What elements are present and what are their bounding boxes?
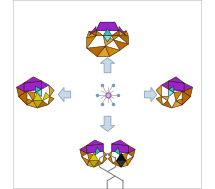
Polygon shape	[112, 36, 119, 40]
Polygon shape	[100, 116, 115, 131]
Polygon shape	[113, 161, 121, 167]
Polygon shape	[169, 89, 174, 97]
Polygon shape	[89, 26, 96, 36]
Polygon shape	[119, 36, 128, 44]
Polygon shape	[102, 156, 107, 163]
Polygon shape	[119, 30, 128, 36]
Polygon shape	[27, 91, 35, 101]
Polygon shape	[161, 97, 169, 101]
Polygon shape	[80, 146, 86, 153]
Polygon shape	[35, 86, 41, 92]
Polygon shape	[33, 92, 43, 101]
Polygon shape	[105, 46, 120, 57]
Polygon shape	[41, 81, 49, 89]
Polygon shape	[120, 153, 128, 161]
Polygon shape	[117, 161, 126, 167]
Polygon shape	[156, 85, 161, 97]
Polygon shape	[48, 97, 54, 105]
Polygon shape	[103, 151, 107, 156]
Polygon shape	[97, 46, 110, 57]
Polygon shape	[108, 156, 113, 163]
Polygon shape	[89, 30, 96, 36]
Polygon shape	[89, 161, 98, 167]
Polygon shape	[27, 101, 37, 108]
Polygon shape	[182, 91, 190, 105]
Polygon shape	[80, 149, 87, 157]
Polygon shape	[103, 36, 112, 42]
Polygon shape	[87, 46, 105, 57]
Polygon shape	[86, 144, 103, 153]
Polygon shape	[96, 30, 103, 36]
Polygon shape	[169, 86, 174, 92]
Polygon shape	[19, 97, 33, 105]
Polygon shape	[172, 101, 182, 108]
Polygon shape	[169, 77, 184, 83]
Polygon shape	[112, 140, 129, 146]
Polygon shape	[103, 29, 112, 36]
Polygon shape	[128, 149, 135, 157]
Polygon shape	[115, 147, 120, 155]
Polygon shape	[87, 153, 95, 161]
Polygon shape	[119, 26, 126, 36]
Polygon shape	[182, 87, 193, 97]
Polygon shape	[87, 161, 94, 167]
Polygon shape	[162, 101, 172, 108]
Polygon shape	[169, 81, 184, 91]
Polygon shape	[144, 87, 157, 102]
Polygon shape	[176, 97, 190, 105]
Polygon shape	[87, 36, 96, 48]
Polygon shape	[24, 81, 41, 91]
Polygon shape	[119, 30, 126, 36]
Polygon shape	[58, 87, 71, 102]
Polygon shape	[126, 157, 133, 165]
Polygon shape	[35, 89, 41, 97]
Polygon shape	[100, 58, 115, 73]
Polygon shape	[17, 87, 27, 97]
Polygon shape	[184, 83, 193, 91]
Polygon shape	[108, 151, 112, 156]
Polygon shape	[43, 92, 50, 101]
Polygon shape	[86, 140, 103, 146]
Polygon shape	[24, 77, 41, 83]
FancyBboxPatch shape	[13, 0, 202, 189]
Polygon shape	[17, 83, 24, 91]
Polygon shape	[161, 81, 169, 89]
Polygon shape	[94, 161, 102, 167]
Polygon shape	[37, 101, 48, 108]
Polygon shape	[82, 157, 89, 165]
Polygon shape	[129, 146, 135, 153]
Polygon shape	[49, 85, 54, 97]
Polygon shape	[112, 144, 129, 153]
Polygon shape	[156, 97, 162, 105]
Polygon shape	[96, 22, 119, 30]
Polygon shape	[117, 153, 126, 161]
Polygon shape	[103, 36, 114, 46]
Polygon shape	[174, 91, 182, 101]
Polygon shape	[33, 101, 43, 108]
Polygon shape	[121, 161, 128, 167]
Polygon shape	[114, 40, 128, 50]
Polygon shape	[112, 30, 119, 36]
Polygon shape	[87, 32, 96, 38]
Polygon shape	[89, 153, 98, 161]
Polygon shape	[19, 91, 27, 105]
Polygon shape	[95, 147, 100, 155]
